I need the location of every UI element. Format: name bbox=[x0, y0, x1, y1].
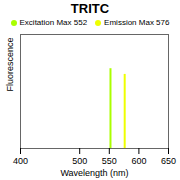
svg-text:600: 600 bbox=[131, 156, 146, 166]
svg-text:650: 650 bbox=[161, 156, 176, 166]
html-text:TRITC: TRITC bbox=[70, 1, 110, 16]
html-text:Excitation Max 552: Excitation Max 552 bbox=[19, 18, 88, 27]
svg-text:Fluorescence: Fluorescence bbox=[5, 37, 15, 91]
html-text:Emission Max 576: Emission Max 576 bbox=[104, 18, 170, 27]
svg-text:550: 550 bbox=[102, 156, 117, 166]
svg-text:500: 500 bbox=[72, 156, 87, 166]
svg-text:400: 400 bbox=[13, 156, 28, 166]
svg-text:Wavelength (nm): Wavelength (nm) bbox=[60, 168, 128, 178]
